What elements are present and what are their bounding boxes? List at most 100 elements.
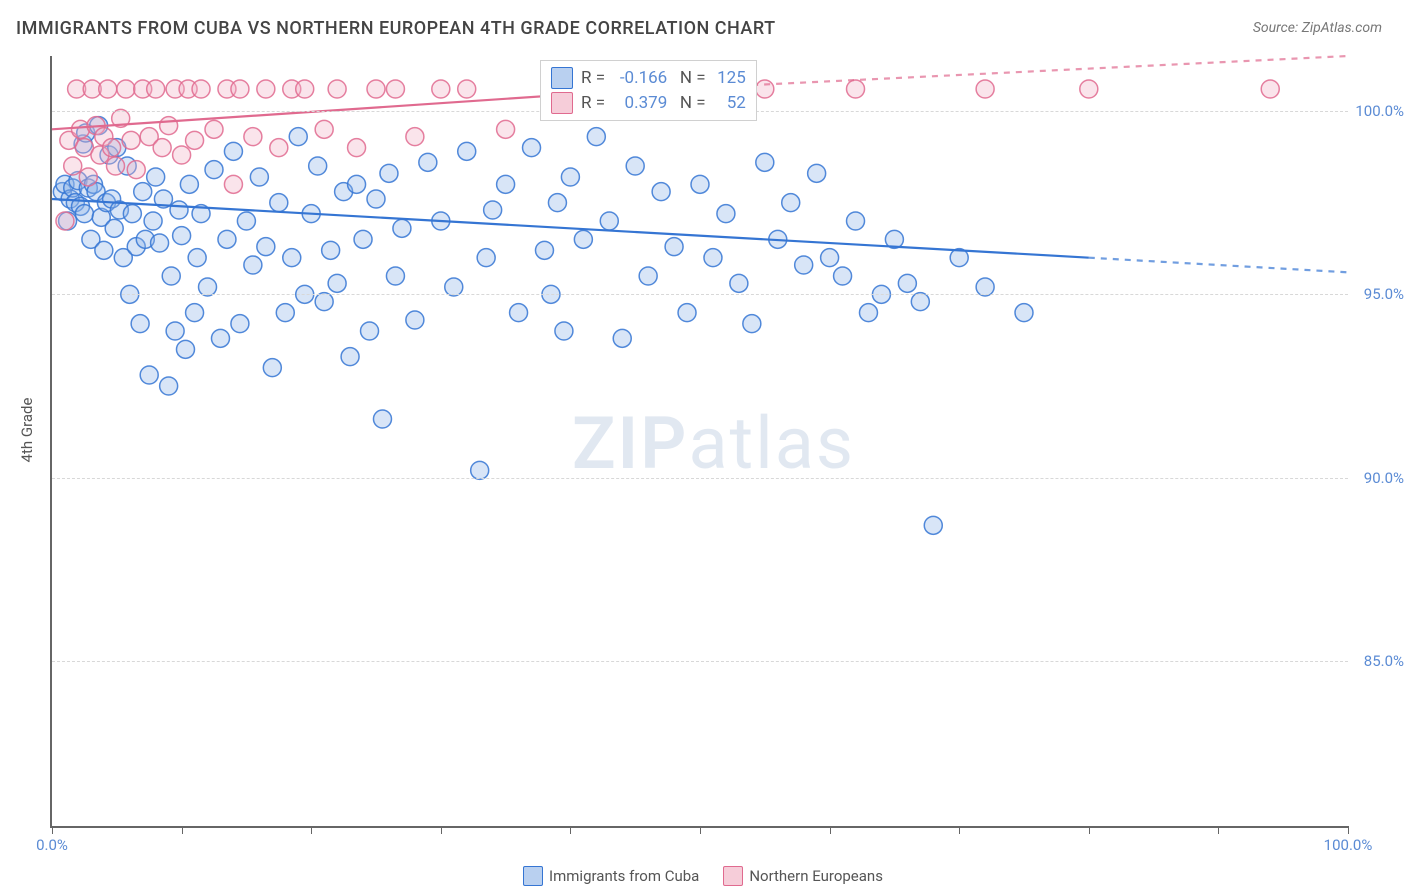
scatter-point	[199, 278, 217, 296]
scatter-point	[140, 366, 158, 384]
scatter-point	[808, 164, 826, 182]
scatter-point	[153, 139, 171, 157]
scatter-point	[730, 274, 748, 292]
scatter-point	[315, 120, 333, 138]
scatter-point	[600, 212, 618, 230]
scatter-point	[373, 410, 391, 428]
scatter-point	[510, 304, 528, 322]
legend-label-cuba: Immigrants from Cuba	[549, 867, 699, 885]
scatter-point	[166, 322, 184, 340]
scatter-point	[367, 190, 385, 208]
stats-box: R = -0.166 N = 125R = 0.379 N = 52	[540, 60, 757, 121]
scatter-point	[263, 359, 281, 377]
scatter-point	[211, 329, 229, 347]
scatter-point	[188, 249, 206, 267]
scatter-point	[205, 161, 223, 179]
scatter-point	[160, 117, 178, 135]
scatter-point	[380, 164, 398, 182]
stats-row: R = 0.379 N = 52	[551, 91, 746, 116]
scatter-point	[237, 212, 255, 230]
scatter-point	[924, 516, 942, 534]
scatter-point	[170, 201, 188, 219]
x-tick	[959, 826, 960, 834]
source-label: Source: ZipAtlas.com	[1253, 20, 1382, 36]
scatter-point	[639, 267, 657, 285]
scatter-point	[64, 157, 82, 175]
scatter-point	[847, 80, 865, 98]
x-tick	[52, 826, 53, 834]
scatter-point	[348, 139, 366, 157]
chart-svg	[52, 56, 1348, 826]
grid-line	[52, 294, 1348, 295]
scatter-point	[976, 80, 994, 98]
scatter-point	[192, 80, 210, 98]
scatter-point	[393, 219, 411, 237]
scatter-point	[484, 201, 502, 219]
scatter-point	[548, 194, 566, 212]
scatter-point	[1015, 304, 1033, 322]
x-tick	[830, 826, 831, 834]
scatter-point	[289, 128, 307, 146]
scatter-point	[231, 80, 249, 98]
scatter-point	[361, 322, 379, 340]
scatter-point	[296, 80, 314, 98]
scatter-point	[386, 267, 404, 285]
trend-line-dashed	[1089, 258, 1348, 273]
scatter-point	[1261, 80, 1279, 98]
x-tick	[1089, 826, 1090, 834]
scatter-point	[160, 377, 178, 395]
legend-item-northern: Northern Europeans	[723, 866, 883, 886]
scatter-point	[477, 249, 495, 267]
scatter-point	[756, 80, 774, 98]
stats-text: R = -0.166 N = 125	[581, 66, 746, 91]
scatter-point	[56, 212, 74, 230]
x-tick	[700, 826, 701, 834]
swatch-northern	[723, 866, 743, 886]
legend-label-northern: Northern Europeans	[749, 867, 883, 885]
scatter-point	[348, 175, 366, 193]
scatter-point	[561, 168, 579, 186]
y-tick-label: 100.0%	[1352, 102, 1404, 120]
scatter-point	[224, 142, 242, 160]
scatter-point	[691, 175, 709, 193]
stats-row: R = -0.166 N = 125	[551, 66, 746, 91]
scatter-point	[471, 461, 489, 479]
scatter-point	[367, 80, 385, 98]
swatch-cuba	[523, 866, 543, 886]
scatter-point	[341, 348, 359, 366]
scatter-point	[859, 304, 877, 322]
plot-area: ZIPatlas 85.0%90.0%95.0%100.0%0.0%100.0%	[50, 56, 1348, 828]
scatter-point	[205, 120, 223, 138]
scatter-point	[123, 205, 141, 223]
scatter-point	[315, 293, 333, 311]
scatter-point	[105, 219, 123, 237]
scatter-point	[131, 315, 149, 333]
scatter-point	[107, 157, 125, 175]
bottom-legend: Immigrants from Cuba Northern Europeans	[0, 866, 1406, 886]
scatter-point	[257, 238, 275, 256]
scatter-point	[257, 80, 275, 98]
scatter-point	[626, 157, 644, 175]
scatter-point	[328, 274, 346, 292]
legend-item-cuba: Immigrants from Cuba	[523, 866, 699, 886]
scatter-point	[574, 230, 592, 248]
scatter-point	[555, 322, 573, 340]
scatter-point	[218, 230, 236, 248]
scatter-point	[847, 212, 865, 230]
scatter-point	[795, 256, 813, 274]
x-tick-label: 100.0%	[1324, 836, 1373, 854]
scatter-point	[665, 238, 683, 256]
scatter-point	[911, 293, 929, 311]
scatter-point	[244, 128, 262, 146]
scatter-point	[270, 139, 288, 157]
scatter-point	[704, 249, 722, 267]
scatter-point	[127, 161, 145, 179]
x-tick-label: 0.0%	[36, 836, 68, 854]
scatter-point	[898, 274, 916, 292]
scatter-point	[458, 80, 476, 98]
scatter-point	[743, 315, 761, 333]
scatter-point	[99, 80, 117, 98]
scatter-point	[834, 267, 852, 285]
scatter-point	[250, 168, 268, 186]
y-tick-label: 85.0%	[1352, 652, 1404, 670]
